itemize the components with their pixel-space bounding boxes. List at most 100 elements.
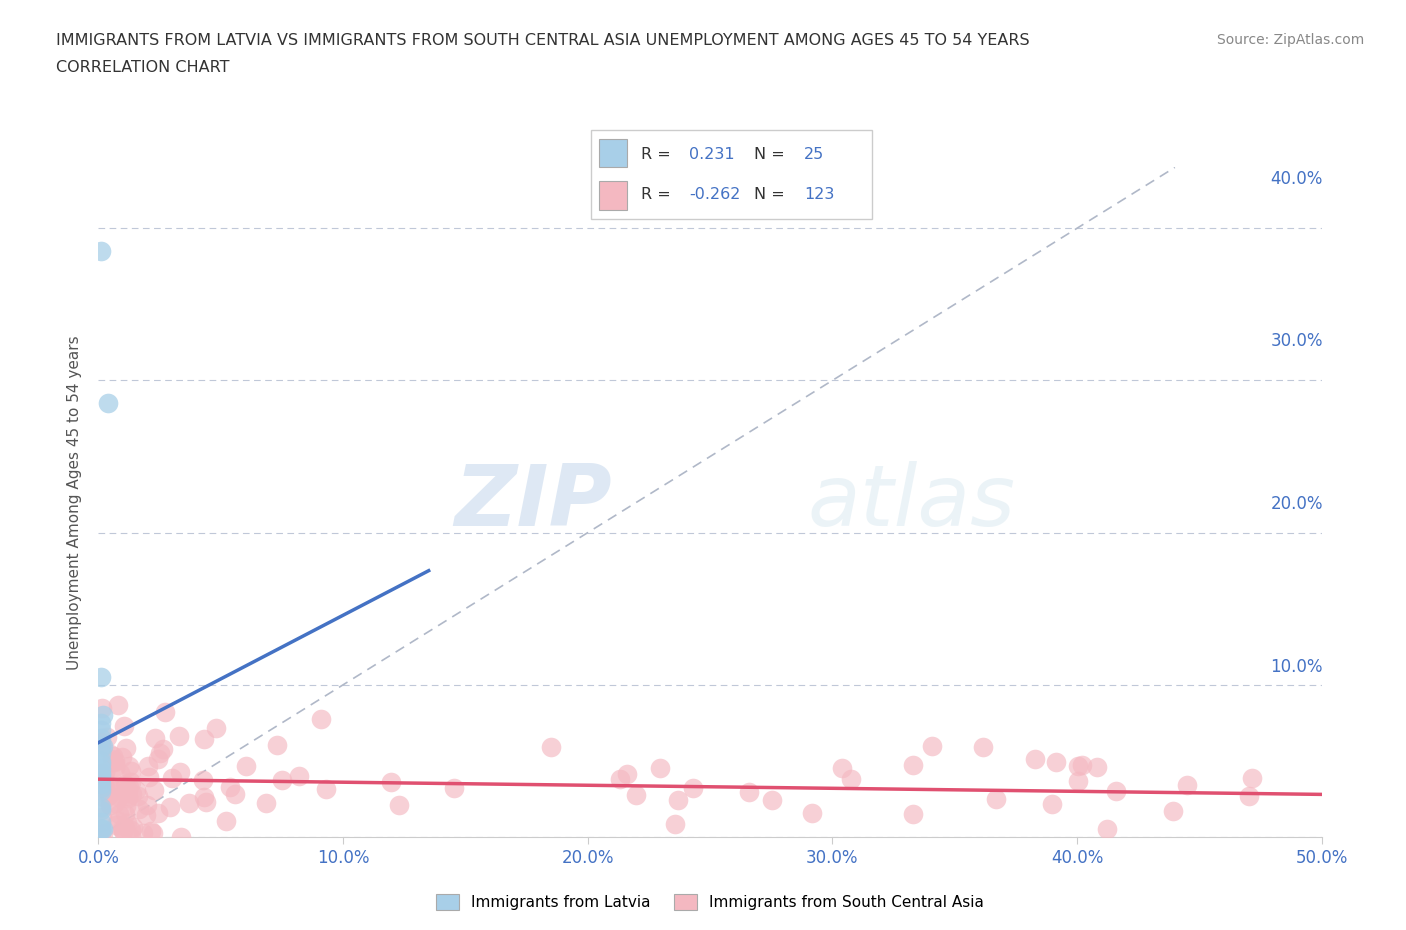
- Point: [188, 764, 211, 779]
- Point: [965, 780, 987, 795]
- Point: [218, 737, 240, 751]
- Point: [283, 766, 305, 781]
- Point: [209, 756, 232, 771]
- Point: [191, 779, 214, 794]
- Point: [323, 722, 346, 737]
- Point: [907, 723, 929, 737]
- Point: [297, 744, 319, 759]
- Point: [1122, 792, 1144, 807]
- Point: [190, 768, 212, 783]
- Point: [173, 356, 195, 371]
- Point: [1063, 812, 1085, 827]
- Text: atlas: atlas: [807, 428, 1015, 512]
- Point: [167, 742, 190, 757]
- Point: [214, 770, 236, 785]
- Point: [167, 812, 190, 827]
- Point: [239, 820, 262, 835]
- Point: [827, 747, 849, 762]
- Point: [183, 679, 205, 694]
- Text: N =: N =: [754, 147, 790, 162]
- Point: [643, 775, 665, 790]
- Point: [433, 787, 456, 802]
- Point: [167, 755, 190, 770]
- Point: [181, 767, 204, 782]
- Point: [186, 812, 208, 827]
- Point: [167, 719, 190, 734]
- Point: [246, 784, 269, 799]
- Point: [177, 733, 200, 748]
- Point: [314, 783, 336, 798]
- Point: [167, 768, 190, 783]
- Text: ZIP: ZIP: [475, 428, 633, 512]
- Point: [173, 764, 195, 779]
- Point: [636, 753, 658, 768]
- Point: [219, 730, 242, 745]
- Point: [236, 711, 259, 726]
- Point: [179, 745, 201, 760]
- Point: [482, 768, 505, 783]
- Point: [678, 806, 700, 821]
- Point: [170, 778, 193, 793]
- Point: [167, 193, 190, 208]
- Point: [167, 751, 190, 766]
- Legend: Immigrants from Latvia, Immigrants from South Central Asia: Immigrants from Latvia, Immigrants from …: [440, 885, 1001, 913]
- Point: [191, 745, 214, 760]
- Point: [1189, 777, 1212, 791]
- Point: [1036, 744, 1059, 759]
- Point: [179, 739, 201, 754]
- Point: [183, 777, 205, 792]
- Point: [1133, 765, 1156, 780]
- Point: [367, 769, 389, 784]
- Text: N =: N =: [754, 187, 790, 202]
- Point: [278, 803, 301, 817]
- Point: [194, 762, 217, 777]
- Point: [181, 803, 204, 817]
- Point: [191, 777, 214, 791]
- Point: [169, 690, 191, 705]
- Point: [169, 817, 191, 832]
- Point: [259, 777, 281, 792]
- Point: [167, 788, 190, 803]
- Point: [835, 758, 858, 773]
- Point: [998, 737, 1021, 751]
- Point: [190, 787, 212, 802]
- FancyBboxPatch shape: [599, 140, 627, 167]
- Point: [426, 762, 449, 777]
- Point: [167, 799, 190, 814]
- Point: [180, 784, 202, 799]
- Point: [188, 725, 211, 740]
- Point: [170, 751, 193, 765]
- Point: [1192, 757, 1215, 772]
- Point: [328, 759, 350, 774]
- Point: [343, 754, 366, 769]
- Point: [167, 731, 190, 746]
- Point: [260, 782, 283, 797]
- Point: [207, 797, 229, 812]
- Point: [186, 735, 208, 750]
- Point: [167, 738, 190, 753]
- Point: [167, 820, 190, 835]
- Point: [890, 743, 912, 758]
- Point: [194, 813, 217, 828]
- Point: [167, 759, 190, 774]
- Point: [187, 813, 209, 828]
- Point: [229, 757, 252, 772]
- Point: [952, 724, 974, 739]
- Point: [198, 771, 221, 786]
- Point: [167, 721, 190, 736]
- Point: [257, 760, 280, 775]
- Point: [218, 794, 240, 809]
- Point: [228, 788, 250, 803]
- Point: [259, 715, 281, 730]
- Point: [800, 794, 823, 809]
- Point: [568, 724, 591, 738]
- Point: [224, 686, 246, 701]
- Point: [167, 790, 190, 805]
- Point: [1071, 771, 1094, 786]
- FancyBboxPatch shape: [599, 181, 627, 210]
- Point: [187, 701, 209, 716]
- Point: [174, 732, 197, 747]
- Text: Source: ZipAtlas.com: Source: ZipAtlas.com: [1216, 33, 1364, 46]
- Point: [167, 707, 190, 722]
- Point: [1040, 744, 1063, 759]
